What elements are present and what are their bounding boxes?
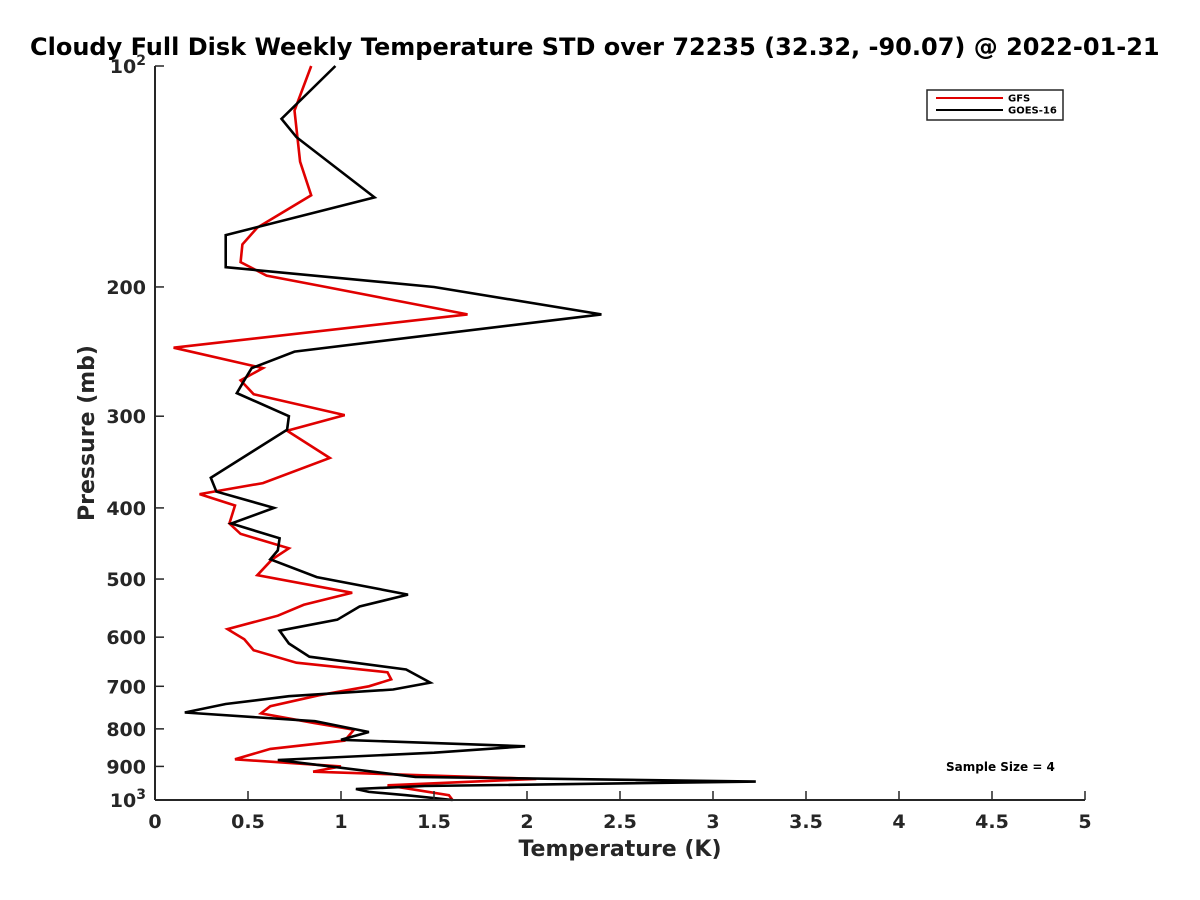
x-tick-label: 0 bbox=[148, 811, 161, 833]
legend: GFS GOES-16 bbox=[926, 89, 1064, 121]
series-lines bbox=[173, 65, 756, 802]
y-tick-label: 800 bbox=[106, 719, 146, 741]
x-tick-label: 4.5 bbox=[975, 811, 1009, 833]
y-tick-label: 300 bbox=[106, 406, 146, 428]
y-tick-label: 700 bbox=[106, 676, 146, 698]
y-tick-label: 600 bbox=[106, 627, 146, 649]
x-tick-label: 1 bbox=[334, 811, 347, 833]
x-tick-label: 0.5 bbox=[231, 811, 265, 833]
legend-box bbox=[926, 89, 1064, 121]
y-tick-label: 500 bbox=[106, 569, 146, 591]
legend-gfs-label: GFS bbox=[1008, 94, 1030, 105]
x-tick-label: 3 bbox=[706, 811, 719, 833]
y-tick-label: 102 bbox=[110, 53, 146, 78]
x-tick-label: 1.5 bbox=[417, 811, 451, 833]
chart-title: Cloudy Full Disk Weekly Temperature STD … bbox=[30, 33, 1160, 61]
y-tick-label: 400 bbox=[106, 498, 146, 520]
x-tick-label: 2.5 bbox=[603, 811, 637, 833]
y-tick-label: 103 bbox=[110, 787, 146, 812]
y-tick-label: 200 bbox=[106, 277, 146, 299]
y-tick-label: 900 bbox=[106, 756, 146, 778]
legend-goes16-label: GOES-16 bbox=[1008, 106, 1057, 117]
sample-size-annotation: Sample Size = 4 bbox=[946, 760, 1055, 774]
series-line-goes16 bbox=[184, 65, 756, 802]
y-axis-ticks: 102 200 300 400 500 600 700 800 900 103 bbox=[106, 53, 164, 812]
x-axis-ticks: 0 0.5 1 1.5 2 2.5 3 3.5 4 4.5 5 bbox=[148, 791, 1092, 833]
x-axis-label: Temperature (K) bbox=[518, 837, 721, 862]
x-tick-label: 5 bbox=[1078, 811, 1091, 833]
x-tick-label: 2 bbox=[520, 811, 533, 833]
x-tick-label: 3.5 bbox=[789, 811, 823, 833]
y-axis-label: Pressure (mb) bbox=[75, 345, 100, 521]
x-tick-label: 4 bbox=[892, 811, 905, 833]
